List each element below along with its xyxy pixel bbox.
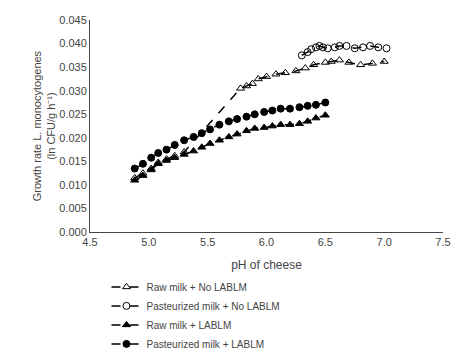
svg-text:7.0: 7.0 <box>377 236 392 248</box>
svg-text:0.030: 0.030 <box>59 85 87 97</box>
svg-text:0.025: 0.025 <box>59 108 87 120</box>
svg-text:0.005: 0.005 <box>59 202 87 214</box>
svg-text:0.045: 0.045 <box>59 14 87 26</box>
svg-text:6.5: 6.5 <box>318 236 333 248</box>
svg-text:0.040: 0.040 <box>59 37 87 49</box>
svg-text:Raw milk + LABLM: Raw milk + LABLM <box>147 320 232 331</box>
svg-text:6.0: 6.0 <box>259 236 274 248</box>
svg-text:0.015: 0.015 <box>59 155 87 167</box>
svg-text:Pasteurized milk + LABLM: Pasteurized milk + LABLM <box>147 339 265 350</box>
svg-text:Pasteurized milk + No LABLM: Pasteurized milk + No LABLM <box>147 301 280 312</box>
svg-text:Growth rate L. monocytogenes(l: Growth rate L. monocytogenes(ln CFU/g h⁻… <box>31 50 57 201</box>
svg-text:pH of cheese: pH of cheese <box>231 258 302 272</box>
svg-text:Raw milk + No LABLM: Raw milk + No LABLM <box>147 282 247 293</box>
svg-text:0.010: 0.010 <box>59 179 87 191</box>
svg-text:0.035: 0.035 <box>59 61 87 73</box>
svg-text:5.0: 5.0 <box>141 236 156 248</box>
svg-text:0.020: 0.020 <box>59 132 87 144</box>
svg-text:7.5: 7.5 <box>435 236 450 248</box>
svg-text:4.5: 4.5 <box>82 236 97 248</box>
svg-text:5.5: 5.5 <box>200 236 215 248</box>
svg-text:0.000: 0.000 <box>59 226 87 238</box>
